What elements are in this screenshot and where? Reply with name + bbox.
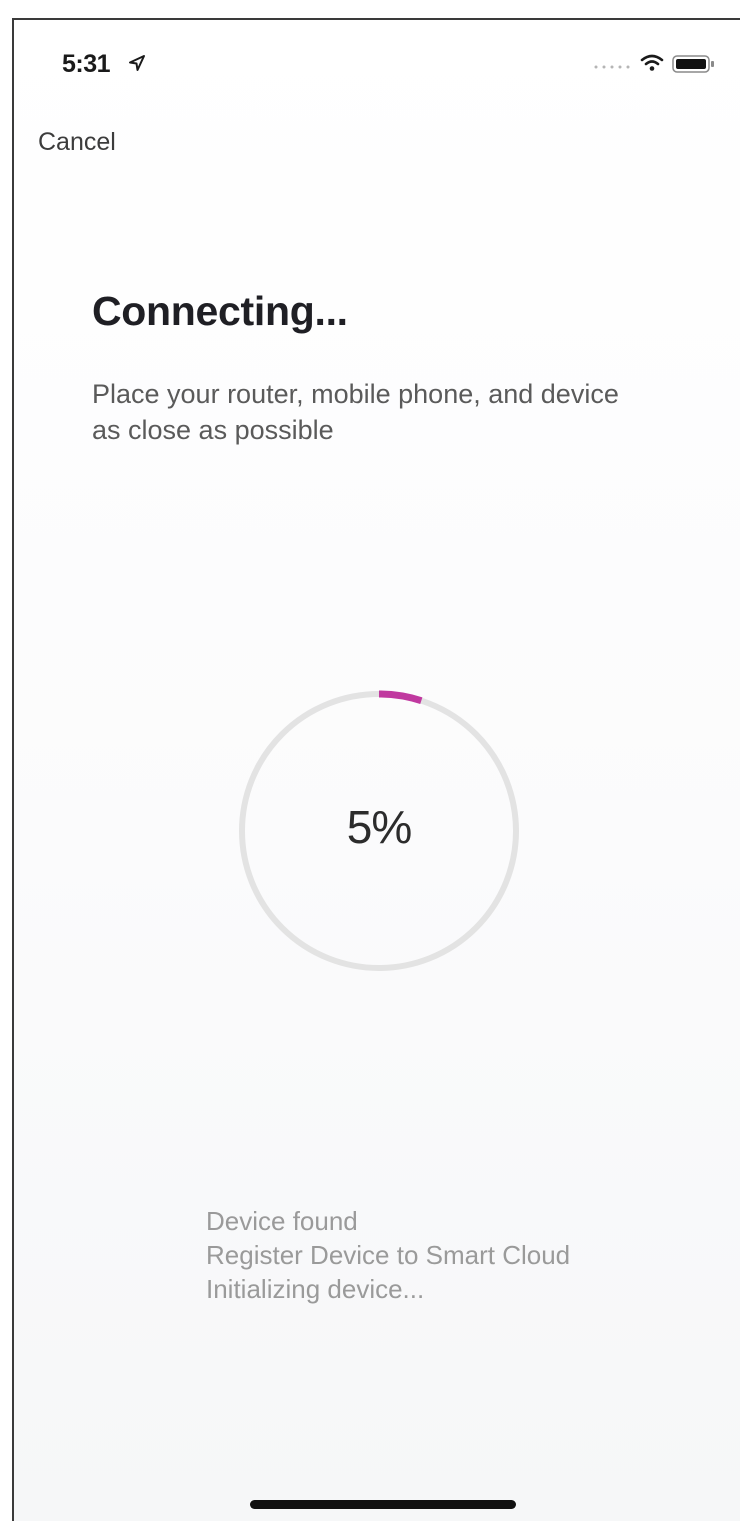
step-initializing-device: Initializing device...: [206, 1274, 425, 1304]
instructions-text: Place your router, mobile phone, and dev…: [92, 379, 619, 445]
progress-percentage: 5%: [346, 801, 412, 853]
location-arrow-icon: [129, 55, 145, 71]
progress-ring: [238, 690, 520, 972]
status-time: 5:31: [62, 50, 111, 78]
wifi-icon: [640, 54, 664, 71]
home-indicator: [250, 1500, 516, 1509]
status-bar: 5:31: [14, 20, 740, 110]
progress-ring-fill: [238, 690, 520, 972]
page-title: Connecting...: [92, 288, 348, 334]
cancel-button[interactable]: Cancel: [38, 128, 116, 156]
cellular-signal-icon: [594, 65, 630, 69]
step-device-found: Device found: [206, 1206, 358, 1236]
step-register-device: Register Device to Smart Cloud: [206, 1240, 571, 1270]
steps-list: Device found Register Device to Smart Cl…: [206, 1204, 570, 1306]
battery-icon: [672, 55, 714, 73]
phone-screen: 5:31 Cancel Connecting... Place your rou…: [12, 18, 740, 1521]
